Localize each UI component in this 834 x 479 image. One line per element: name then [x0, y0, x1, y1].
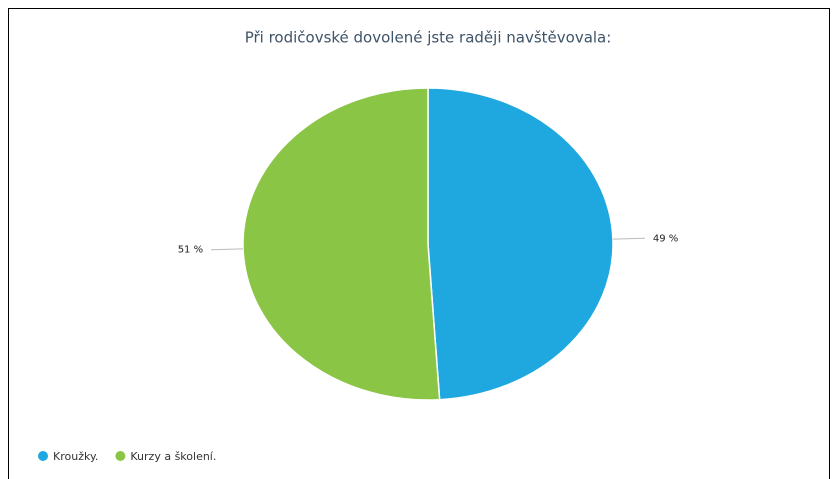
- data-label: 51 %: [178, 245, 203, 256]
- chart-title: Při rodičovské dovolené jste raději navš…: [245, 29, 612, 47]
- legend-marker: [115, 451, 126, 461]
- pie-slice: [427, 87, 614, 401]
- data-label: 49 %: [653, 233, 678, 244]
- pie-slice: [242, 87, 441, 401]
- legend-label: Kurzy a školení.: [130, 450, 216, 463]
- frame: [8, 8, 830, 479]
- legend-marker: [38, 451, 48, 461]
- legend-label: Kroužky.: [53, 450, 98, 463]
- leader-line: [612, 237, 645, 240]
- leader-line: [211, 248, 244, 251]
